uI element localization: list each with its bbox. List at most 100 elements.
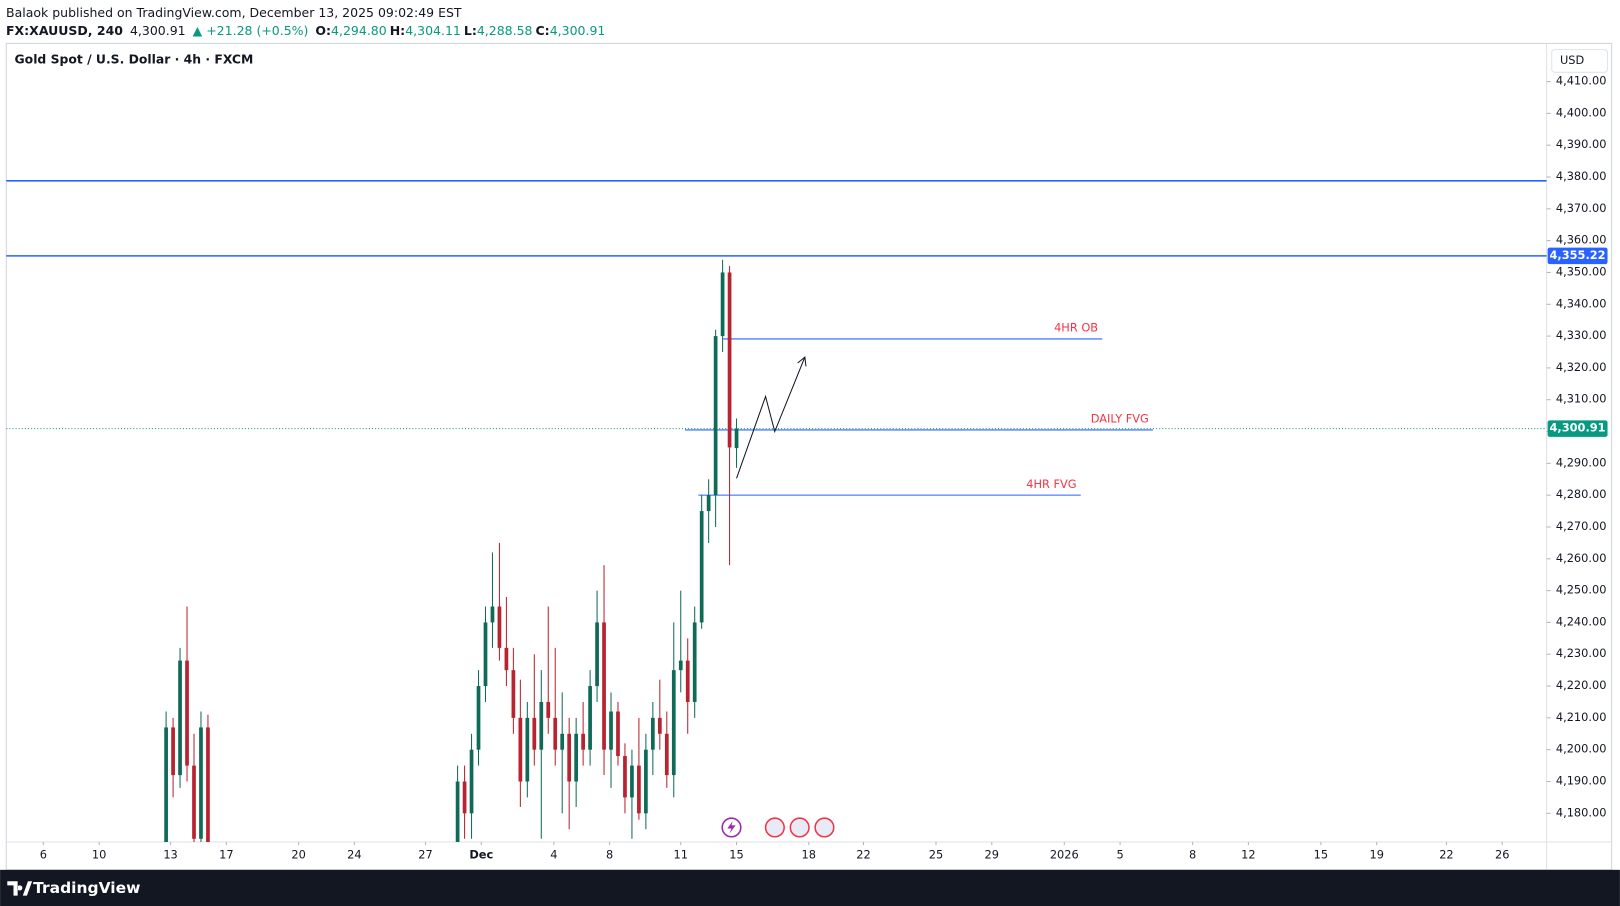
symbol-line: FX:XAUUSD, 240 4,300.91 ▲ +21.28 (+0.5%)…: [6, 22, 611, 40]
event-icon-bolt: [727, 821, 736, 834]
x-tick-label: 22: [856, 847, 870, 861]
candle-body: [727, 272, 732, 448]
zone-label: 4HR FVG: [1026, 477, 1076, 491]
level-badge-label: 4,355.22: [1550, 248, 1606, 262]
candle-body: [483, 622, 488, 687]
x-tick-label: 19: [1369, 847, 1383, 861]
candle-body: [178, 660, 182, 776]
event-icon: [789, 817, 810, 838]
candle-body: [720, 272, 725, 337]
projection-arrowhead: [797, 356, 807, 367]
candle-body: [567, 733, 572, 782]
candle-body: [525, 717, 530, 782]
x-tick-label: 29: [985, 847, 999, 861]
x-tick-label: 15: [1314, 847, 1328, 861]
candle-body: [469, 749, 474, 814]
currency-box: [1551, 49, 1609, 73]
ohlc-key: L:: [463, 23, 477, 38]
x-tick-label: 15: [729, 847, 743, 861]
x-tick-label: 26: [1495, 847, 1509, 861]
candle-body: [455, 781, 460, 842]
event-icon: [814, 817, 835, 838]
candle-body: [532, 717, 537, 750]
chart-frame: [5, 42, 1613, 871]
y-tick-label: 4,410.00: [1556, 74, 1607, 88]
chart-title: Gold Spot / U.S. Dollar · 4h · FXCM: [15, 51, 254, 66]
candle-body: [504, 647, 509, 671]
y-tick-label: 4,230.00: [1556, 646, 1607, 660]
y-tick-label: 4,210.00: [1556, 710, 1607, 724]
x-tick-label: 4: [550, 847, 557, 861]
candle-body: [462, 781, 467, 814]
candle-body: [560, 733, 565, 750]
y-tick-label: 4,350.00: [1556, 264, 1607, 278]
x-tick-label: 13: [163, 847, 177, 861]
x-tick-label: 20: [291, 847, 305, 861]
candle-body: [616, 711, 620, 757]
last-price-label: 4,300.91: [1550, 421, 1606, 435]
y-tick-label: 4,360.00: [1556, 233, 1607, 247]
y-tick-label: 4,400.00: [1556, 105, 1607, 119]
event-icon: [764, 817, 785, 838]
candle-body: [518, 717, 523, 782]
zone-label: 4HR OB: [1054, 321, 1098, 335]
y-tick-label: 4,240.00: [1556, 614, 1607, 628]
x-tick-label: 5: [1116, 847, 1123, 861]
x-tick-label: 12: [1241, 847, 1255, 861]
candle-body: [511, 670, 516, 718]
y-tick-label: 4,250.00: [1556, 583, 1607, 597]
candle-body: [706, 495, 711, 512]
candle-body: [699, 511, 704, 623]
candle-body: [623, 756, 627, 798]
candle-body: [546, 701, 551, 718]
candle-body: [588, 686, 592, 750]
last-price: 4,300.91: [129, 23, 186, 38]
y-tick-label: 4,290.00: [1556, 455, 1607, 469]
candle-body: [164, 727, 168, 842]
ohlc-key: C:: [535, 23, 550, 38]
plot-area: [6, 259, 1547, 842]
ohlc-key: O:: [315, 23, 332, 38]
y-tick-label: 4,380.00: [1556, 169, 1607, 183]
candle-body: [678, 660, 683, 671]
candle-body: [692, 622, 697, 702]
x-tick-label: 11: [674, 847, 688, 861]
level-badge: [1547, 247, 1608, 265]
y-tick-label: 4,320.00: [1556, 360, 1607, 374]
x-tick-label: 8: [1189, 847, 1196, 861]
ohlc-value: 4,304.11: [405, 23, 461, 38]
x-tick-label: 27: [418, 847, 432, 861]
candle-body: [685, 660, 690, 702]
footer-logo: [7, 881, 33, 896]
x-tick-label: 10: [92, 847, 106, 861]
y-tick-label: 4,200.00: [1556, 742, 1607, 756]
ohlc-value: 4,300.91: [549, 23, 606, 38]
candle-body: [192, 765, 196, 839]
x-tick-label: 25: [929, 847, 943, 861]
x-tick-label: 17: [219, 847, 233, 861]
x-tick-label: 22: [1439, 847, 1453, 861]
candle-body: [497, 606, 502, 648]
x-tick-label: 24: [347, 847, 361, 861]
candle-body: [206, 727, 210, 842]
y-tick-label: 4,340.00: [1556, 296, 1607, 310]
symbol: FX:XAUUSD, 240: [6, 23, 123, 38]
candle-body: [553, 717, 558, 750]
last-price-badge: [1547, 420, 1608, 437]
x-tick-label: 6: [40, 847, 47, 861]
footer-brand: TradingView: [33, 879, 140, 897]
x-tick-label: 18: [802, 847, 816, 861]
candle-body: [664, 733, 669, 776]
candle-body: [539, 701, 544, 750]
x-tick-label: Dec: [469, 847, 493, 861]
zone-label: DAILY FVG: [1091, 412, 1149, 426]
candle-body: [630, 765, 634, 798]
candle-body: [671, 670, 676, 776]
candle-body: [637, 765, 641, 814]
event-icons: [721, 817, 835, 838]
candle-body: [650, 717, 655, 750]
candle-body: [171, 727, 175, 776]
candle-body: [713, 336, 718, 496]
ohlc: O:4,294.80 H:4,304.11 L:4,288.58 C:4,300.91: [315, 23, 608, 38]
